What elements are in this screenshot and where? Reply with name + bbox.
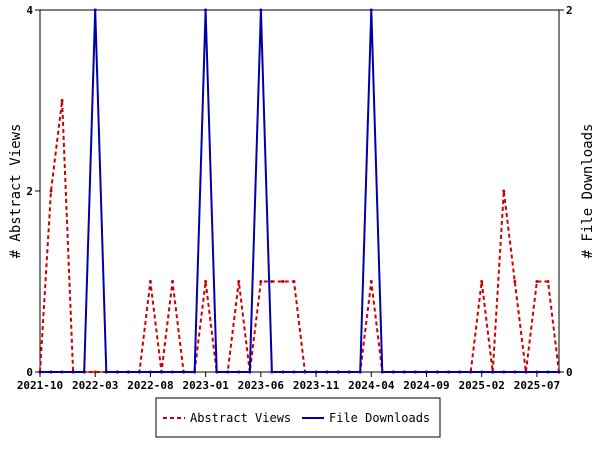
y2-tick-label: 0 xyxy=(566,366,573,379)
data-point xyxy=(237,280,241,283)
data-point xyxy=(215,370,219,374)
data-point xyxy=(237,370,241,374)
data-point xyxy=(270,370,274,374)
data-point xyxy=(325,370,329,374)
y-tick-label: 0 xyxy=(26,366,33,379)
x-tick-label: 2022-08 xyxy=(127,379,173,392)
data-point xyxy=(546,370,550,374)
x-tick-label: 2024-04 xyxy=(348,379,395,392)
data-point xyxy=(292,370,296,374)
data-point xyxy=(148,370,152,374)
data-point xyxy=(513,280,517,283)
plot-area xyxy=(39,9,560,373)
data-point xyxy=(469,370,473,374)
data-point xyxy=(115,370,119,374)
x-ticks: 2021-10 2022-03 2022-08 2023-01 2023-06 2023-… xyxy=(17,372,560,392)
data-point xyxy=(436,370,440,374)
data-point xyxy=(270,280,274,283)
data-point xyxy=(126,370,130,374)
legend-box xyxy=(155,397,441,438)
data-point xyxy=(491,370,495,374)
data-point xyxy=(49,189,53,193)
data-point xyxy=(303,370,307,374)
data-point xyxy=(159,370,163,374)
data-point xyxy=(358,370,362,374)
data-point xyxy=(480,370,484,374)
y-axis-title: # Abstract Views xyxy=(8,124,24,259)
data-point xyxy=(502,189,506,193)
x-tick-label: 2024-09 xyxy=(403,379,449,392)
data-point xyxy=(447,370,451,374)
data-point xyxy=(369,280,373,283)
data-point xyxy=(402,370,406,374)
x-tick-label: 2021-10 xyxy=(17,379,63,392)
data-point xyxy=(93,8,97,12)
data-point xyxy=(347,370,351,374)
x-tick-label: 2025-02 xyxy=(459,379,505,392)
data-point xyxy=(535,280,539,283)
data-point xyxy=(38,370,42,374)
data-point xyxy=(281,370,285,374)
data-point xyxy=(513,370,517,374)
data-point xyxy=(248,370,252,374)
data-point xyxy=(259,8,263,12)
y2-axis-title: # File Downloads xyxy=(580,124,596,259)
x-tick-label: 2023-01 xyxy=(182,379,229,392)
data-point xyxy=(204,8,208,12)
data-point xyxy=(424,370,428,374)
data-point xyxy=(193,370,197,374)
data-point xyxy=(82,370,86,374)
data-point xyxy=(148,280,152,283)
y-tick-label: 2 xyxy=(26,185,33,198)
x-tick-label: 2022-03 xyxy=(72,379,118,392)
x-tick-label: 2025-07 xyxy=(514,379,560,392)
y-tick-label: 4 xyxy=(26,4,33,17)
data-point xyxy=(480,280,484,283)
data-point xyxy=(369,8,373,12)
data-point xyxy=(259,280,263,283)
data-point xyxy=(413,370,417,374)
data-point xyxy=(226,370,230,374)
data-point xyxy=(458,370,462,374)
data-point xyxy=(314,370,318,374)
legend: Abstract Views File Downloads xyxy=(155,397,441,438)
data-point xyxy=(524,370,528,374)
data-point xyxy=(171,370,175,374)
data-point xyxy=(93,370,97,374)
legend-label-abstract-views: Abstract Views xyxy=(190,411,291,425)
data-point xyxy=(546,280,550,283)
data-point xyxy=(104,370,108,374)
data-point xyxy=(557,370,561,374)
data-point xyxy=(204,280,208,283)
data-point xyxy=(292,280,296,283)
data-point xyxy=(60,99,64,102)
x-tick-label: 2023-06 xyxy=(238,379,285,392)
series-line-file-downloads xyxy=(40,9,559,373)
data-point xyxy=(281,280,285,283)
data-point xyxy=(60,370,64,374)
data-point xyxy=(182,370,186,374)
legend-label-file-downloads: File Downloads xyxy=(329,411,430,425)
data-point xyxy=(535,370,539,374)
data-point xyxy=(49,370,53,374)
data-point xyxy=(137,370,141,374)
data-point xyxy=(380,370,384,374)
series-layer xyxy=(38,8,561,374)
x-tick-label: 2023-11 xyxy=(293,379,340,392)
y2-tick-label: 2 xyxy=(566,4,573,17)
data-point xyxy=(502,370,506,374)
y-ticks: 0 2 4 0 2 xyxy=(26,4,572,379)
data-point xyxy=(71,370,75,374)
data-point xyxy=(336,370,340,374)
data-point xyxy=(391,370,395,374)
data-point xyxy=(171,280,175,283)
